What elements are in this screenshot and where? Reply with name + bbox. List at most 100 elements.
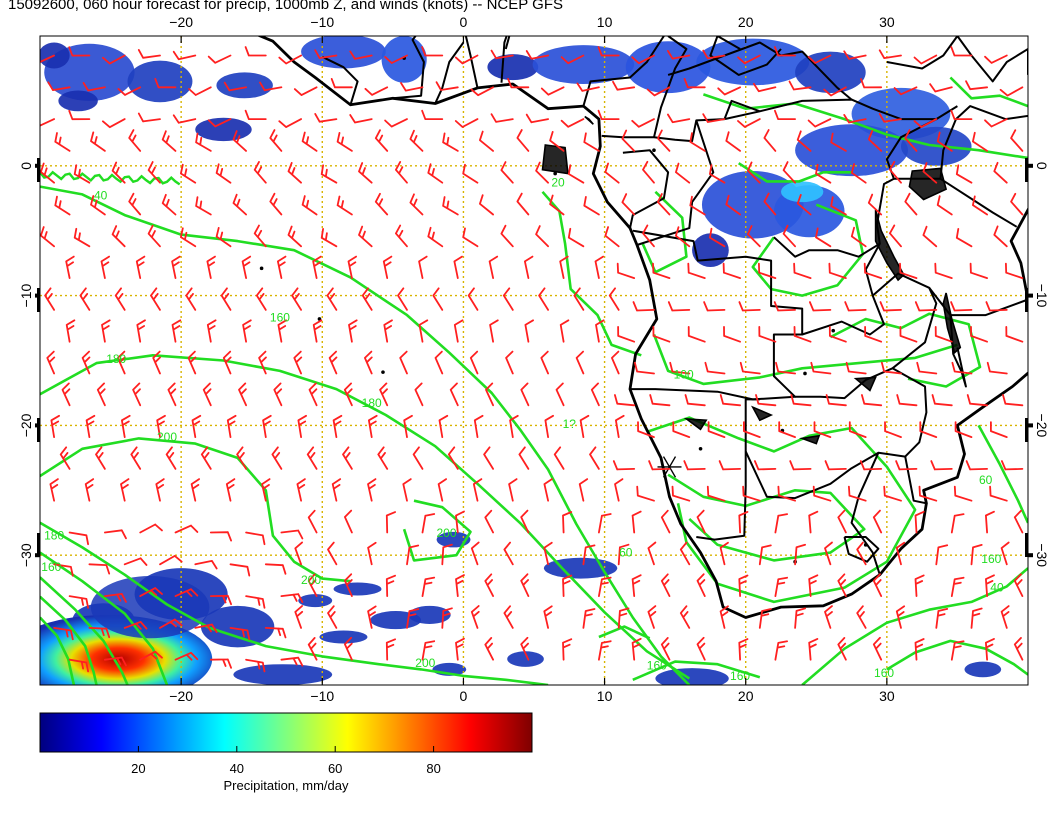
wind-barb <box>559 255 569 279</box>
wind-barb <box>484 509 494 534</box>
wind-barb <box>244 109 267 120</box>
wind-barb <box>850 226 867 248</box>
wind-barb <box>796 194 812 216</box>
wind-barb <box>123 557 148 566</box>
wind-barb <box>73 227 91 248</box>
wind-barb <box>185 287 197 311</box>
wind-barb <box>520 509 530 534</box>
wind-barb <box>637 421 655 438</box>
country-border <box>950 298 1028 317</box>
wind-barb <box>614 394 636 407</box>
wind-barb <box>229 563 251 577</box>
wind-barb <box>344 509 353 534</box>
wind-barb <box>301 195 318 216</box>
wind-barb <box>187 350 197 375</box>
wind-barb <box>85 414 96 438</box>
wind-barb <box>737 54 761 65</box>
wind-barb <box>872 636 883 661</box>
wind-barb <box>789 460 812 471</box>
lake-outline <box>751 405 774 422</box>
wind-barb <box>969 262 988 279</box>
wind-barb <box>578 478 589 502</box>
colorbar: 20 40 60 80 Precipitation, mm/day <box>39 712 533 793</box>
wind-barb <box>524 319 534 343</box>
wind-barb <box>567 227 585 248</box>
wind-barb <box>856 541 867 566</box>
wind-barb <box>634 361 655 375</box>
wind-barb <box>549 194 565 216</box>
wind-barb <box>200 446 212 470</box>
wind-barb <box>845 361 867 375</box>
lat-tick-right <box>1028 163 1033 168</box>
wind-barb <box>470 541 480 566</box>
wind-barb <box>884 421 902 438</box>
wind-barb <box>171 255 181 279</box>
wind-barb <box>161 193 177 216</box>
wind-barb <box>621 129 636 152</box>
wind-barb <box>951 361 973 375</box>
lon-tick-label-bottom: −20 <box>169 688 193 704</box>
wind-barb <box>188 86 212 96</box>
wind-barb <box>775 361 796 375</box>
wind-barb <box>479 194 494 216</box>
wind-barb <box>544 414 554 438</box>
country-border <box>904 456 927 505</box>
wind-barb <box>993 161 1008 184</box>
wind-barb <box>488 255 499 279</box>
wind-barb <box>689 195 706 216</box>
wind-barb <box>1010 129 1024 152</box>
wind-barb <box>914 301 938 312</box>
wind-barb <box>794 543 806 566</box>
wind-barb <box>364 86 389 96</box>
wind-barb <box>667 113 691 124</box>
wind-barb <box>367 478 377 502</box>
wind-barb <box>589 446 600 470</box>
wind-barb <box>617 543 630 566</box>
wind-barb <box>774 46 796 57</box>
wind-barb <box>738 574 749 597</box>
wind-barb <box>104 656 127 667</box>
wind-barb <box>837 637 847 661</box>
wind-barb <box>899 326 918 343</box>
lon-tick-label-top: 20 <box>738 14 754 30</box>
wind-barb <box>503 541 514 566</box>
wind-barb <box>777 485 796 502</box>
wind-barb <box>679 541 691 566</box>
wind-barb <box>287 162 302 184</box>
precip-area <box>90 575 210 639</box>
wind-barb <box>297 414 307 438</box>
country-border <box>434 41 465 104</box>
wind-barb <box>441 543 453 566</box>
wind-barb <box>970 326 988 343</box>
wind-barb <box>79 287 91 311</box>
wind-barb <box>220 287 232 311</box>
axis-edge-mark <box>37 158 40 182</box>
wind-barb <box>848 421 867 438</box>
wind-barb <box>261 478 271 502</box>
wind-barb <box>215 163 232 184</box>
colorbar-ticks: 20 40 60 80 <box>131 746 441 776</box>
wind-barb <box>684 394 706 407</box>
wind-barb <box>117 86 142 96</box>
wind-barb <box>374 129 389 152</box>
wind-barb <box>111 225 126 248</box>
precip-area <box>795 124 909 177</box>
wind-barb <box>914 574 925 597</box>
wind-barb <box>856 605 867 629</box>
wind-barb <box>867 130 883 152</box>
wind-barb <box>117 350 126 375</box>
wind-barb <box>342 446 353 470</box>
wind-barb <box>53 627 74 641</box>
country-border <box>464 36 479 89</box>
wind-barb <box>280 529 304 540</box>
wind-barb <box>232 193 247 216</box>
wind-barb <box>280 593 304 603</box>
wind-barb <box>190 478 200 502</box>
wind-barb <box>807 118 832 128</box>
wind-barb <box>207 118 232 128</box>
wind-barb <box>774 109 796 120</box>
contour-label: 40 <box>990 581 1004 595</box>
wind-barb <box>660 637 671 661</box>
height-contour <box>40 595 98 685</box>
wind-barb <box>576 82 600 92</box>
